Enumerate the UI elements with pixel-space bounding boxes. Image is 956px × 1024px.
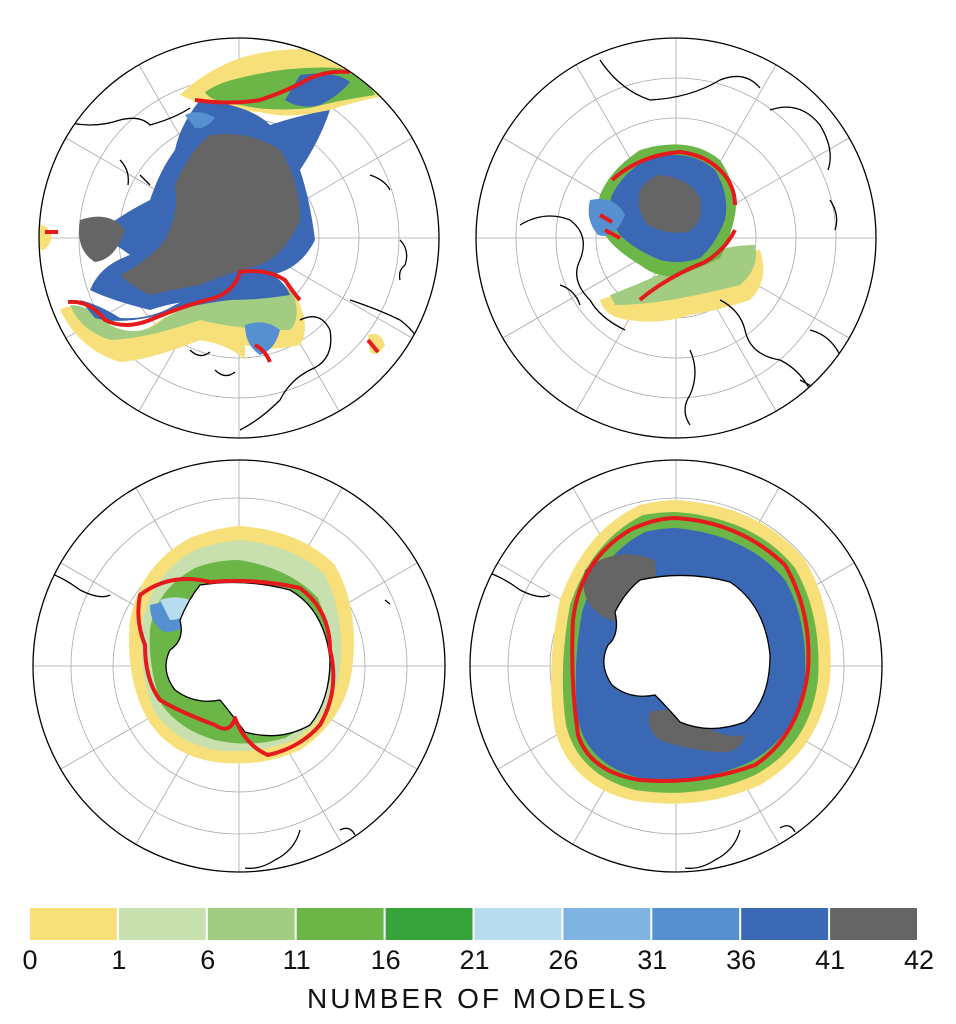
ice-edge-contour [598, 150, 737, 302]
map-panel-bottom-right [469, 459, 883, 873]
tick-label: 26 [548, 945, 579, 975]
legend-title: NUMBER OF MODELS [306, 983, 650, 1014]
tick-label: 36 [726, 945, 757, 975]
colorbar [30, 908, 917, 940]
ice-edge-contour [570, 516, 811, 783]
colorbar-bin-31-36 [652, 908, 740, 940]
colorbar-bins [30, 908, 917, 940]
colorbar-bin-41-42 [830, 908, 917, 940]
colorbar-bin-16-21 [385, 908, 473, 940]
map-panel-top-left [38, 37, 440, 439]
tick-label: 6 [200, 945, 216, 975]
tick-label: 0 [22, 945, 38, 975]
map-border [32, 459, 446, 873]
colorbar-bin-26-31 [563, 908, 651, 940]
continent [165, 581, 331, 737]
colorbar-bin-1-6 [118, 908, 206, 940]
colorbar-bin-11-16 [296, 908, 384, 940]
colorbar-bin-6-11 [207, 908, 295, 940]
polar-maps [32, 37, 883, 873]
ice-edge-contour [136, 577, 336, 757]
map-border [38, 37, 440, 439]
tick-label: 21 [459, 945, 490, 975]
continent [603, 574, 771, 730]
tick-label: 11 [282, 945, 311, 975]
tick-label: 41 [815, 945, 846, 975]
sea-ice-field [39, 48, 390, 362]
tick-label: 16 [370, 945, 401, 975]
colorbar-bin-0-1 [30, 908, 117, 940]
ice-edge-contour [45, 69, 380, 363]
map-border [469, 459, 883, 873]
tick-label: 1 [111, 945, 127, 975]
map-panel-bottom-left [32, 459, 446, 873]
tick-label: 42 [903, 945, 935, 975]
colorbar-bin-21-26 [474, 908, 562, 940]
sea-ice-field [588, 144, 764, 322]
map-panel-top-right [475, 37, 877, 439]
map-border [475, 37, 877, 439]
colorbar-bin-36-41 [741, 908, 829, 940]
tick-label: 31 [637, 945, 668, 975]
